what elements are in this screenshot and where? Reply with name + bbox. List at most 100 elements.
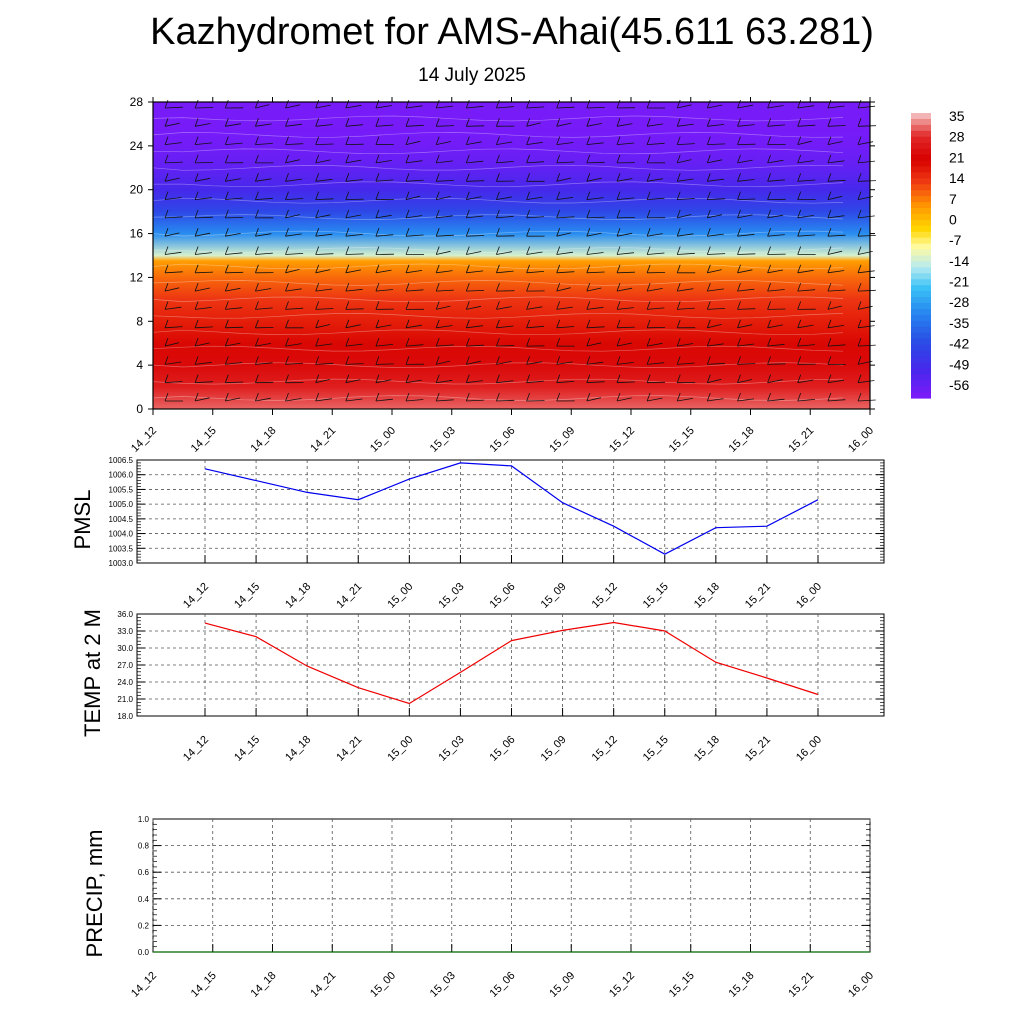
y-tick-label: 1003.0: [109, 559, 134, 568]
wind-barb: [526, 154, 545, 164]
colorbar-swatch: [911, 225, 931, 233]
wind-barb: [767, 228, 785, 237]
wind-barb: [526, 319, 544, 329]
wind-barb: [827, 319, 845, 329]
wind-barb: [405, 118, 424, 127]
x-tick-label: 14_12: [181, 734, 211, 764]
wind-barb: [285, 301, 304, 310]
colorbar-swatch: [911, 338, 931, 346]
wind-barb: [224, 319, 244, 329]
wind-barb: [224, 154, 244, 164]
wind-barb: [526, 282, 545, 292]
wind-barb: [706, 246, 726, 255]
wind-barb: [496, 209, 514, 219]
wind-barb: [586, 337, 602, 347]
wind-barb: [465, 392, 485, 402]
wind-barb: [616, 173, 633, 182]
wind-barb: [706, 282, 724, 292]
wind-barb: [797, 282, 816, 292]
colorbar-swatch: [911, 267, 931, 274]
wind-barb: [767, 246, 786, 255]
contour-line: [152, 296, 844, 303]
wind-barb: [164, 118, 180, 127]
wind-barb: [706, 228, 724, 237]
wind-barb: [706, 136, 726, 145]
wind-barb: [767, 337, 785, 347]
wind-barb: [737, 264, 753, 274]
colorbar-swatch: [911, 261, 931, 268]
wind-barb: [616, 264, 635, 274]
wind-barb: [737, 374, 753, 384]
wind-barb: [255, 374, 274, 384]
wind-barb: [526, 99, 545, 109]
wind-barb: [827, 209, 845, 219]
x-tick-label: 15_18: [727, 425, 757, 455]
wind-barb: [465, 173, 485, 182]
x-tick-label: 16_00: [794, 734, 824, 764]
heatmap-field: [153, 102, 870, 409]
x-tick-label: 14_15: [189, 425, 219, 455]
colorbar-swatch: [911, 320, 931, 328]
y-tick-label: 1.0: [138, 815, 150, 824]
y-tick-label: 0.6: [138, 868, 150, 877]
wind-barb: [616, 191, 635, 200]
colorbar-swatch: [911, 279, 931, 286]
colorbar-label: -21: [949, 274, 969, 290]
wind-barb: [375, 209, 392, 219]
wind-barb: [285, 99, 301, 109]
wind-barb: [646, 246, 665, 255]
wind-barb: [255, 264, 274, 274]
wind-barb: [676, 374, 696, 384]
x-tick-label: 14_18: [283, 734, 313, 764]
wind-barb: [616, 136, 635, 145]
wind-barb: [616, 209, 635, 219]
wind-barb: [465, 136, 482, 145]
colorbar-swatch: [911, 136, 931, 144]
wind-barb: [556, 228, 571, 237]
wind-barb: [465, 209, 484, 219]
x-tick-label: 15_18: [727, 970, 757, 1000]
colorbar-label: 14: [949, 170, 965, 186]
colorbar: 35 28 21 14 7 0 -7 -14 -21 -28 -35 -42 -49 -56: [911, 108, 969, 399]
chart-title: Kazhydromet for AMS-Ahai(45.611 63.281): [150, 11, 874, 53]
wind-barb: [405, 282, 424, 292]
x-tick-label: 16_00: [846, 970, 876, 1000]
wind-barb: [857, 319, 875, 329]
y-tick-label: 20: [130, 183, 144, 197]
x-tick-label: 15_06: [488, 425, 518, 455]
wind-barb: [315, 392, 333, 402]
y-axis-label: TEMP at 2 M: [80, 609, 105, 737]
wind-barb: [797, 374, 814, 384]
wind-barb: [616, 154, 635, 164]
wind-barb: [224, 191, 243, 200]
wind-barb: [767, 319, 783, 329]
wind-barb: [255, 228, 272, 237]
colorbar-swatch: [911, 350, 931, 358]
wind-barb: [315, 173, 333, 182]
colorbar-swatch: [911, 303, 931, 310]
wind-barb: [224, 301, 243, 310]
wind-barb: [556, 282, 571, 292]
colorbar-swatch: [911, 273, 931, 280]
wind-barb: [345, 191, 364, 200]
wind-barb: [646, 173, 664, 182]
y-tick-label: 1005.5: [109, 485, 134, 494]
wind-barb: [496, 301, 512, 310]
wind-barb: [586, 154, 605, 164]
wind-barb: [435, 154, 453, 164]
contour-line: [152, 181, 844, 188]
x-tick-label: 15_03: [436, 734, 466, 764]
colorbar-swatch: [911, 130, 931, 138]
wind-barb: [255, 99, 270, 109]
wind-barb: [737, 356, 756, 365]
wind-barb: [646, 392, 663, 402]
wind-barb: [465, 282, 485, 292]
wind-barb: [375, 228, 394, 237]
wind-barb: [767, 374, 783, 384]
wind-barb: [797, 301, 816, 310]
colorbar-swatch: [911, 190, 931, 197]
wind-barb: [315, 264, 331, 274]
x-tick-label: 15_15: [641, 581, 671, 611]
wind-barb: [345, 264, 361, 274]
contour-line: [152, 263, 844, 270]
